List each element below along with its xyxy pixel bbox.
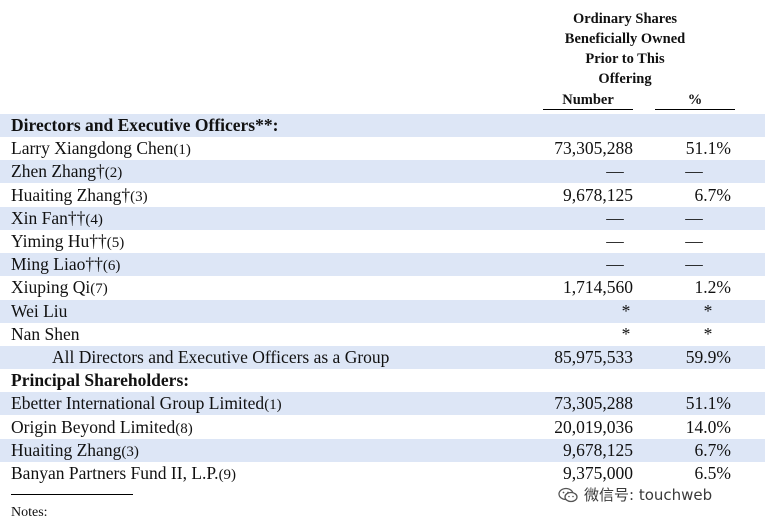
holder-name: Principal Shareholders: [11, 369, 189, 392]
shares-percent: — [685, 207, 703, 228]
shares-number: 1,714,560 [563, 277, 633, 298]
shares-percent: — [685, 231, 703, 251]
table-row: Xiuping Qi(7) 1,714,560 1.2% [0, 276, 765, 299]
footnote-ref: (6) [102, 258, 121, 275]
shares-number: 9,678,125 [563, 439, 633, 460]
shares-number: — [606, 254, 624, 275]
watermark-text: 微信号: touchweb [584, 486, 713, 504]
shares-percent: 6.7% [694, 184, 731, 205]
holder-name-text: Xiuping Qi [11, 277, 91, 298]
footnote-ref: (5) [106, 235, 125, 251]
footnote-ref: (3) [121, 443, 139, 460]
table-row: Ebetter International Group Limited(1) 73… [0, 392, 765, 417]
holder-name: Larry Xiangdong Chen(1) [11, 137, 191, 162]
table-row: Origin Beyond Limited(8) 20,019,036 14.0% [0, 416, 765, 439]
shares-number: — [606, 207, 624, 228]
footnote-ref: (1) [173, 142, 191, 159]
holder-name-text: Zhen Zhang† [11, 161, 105, 182]
notes-label: Notes: [11, 505, 48, 520]
holder-name-text: Xin Fan†† [11, 207, 86, 228]
shares-number: 73,305,288 [554, 138, 633, 159]
holder-name-text: Yiming Hu†† [11, 231, 107, 251]
holder-name-text: Huaiting Zhang [11, 439, 122, 460]
footnote-ref: (1) [264, 397, 282, 414]
table-row: Huaiting Zhang†(3) 9,678,125 6.7% [0, 184, 765, 207]
shares-percent: 51.1% [685, 393, 731, 414]
footnote-ref: (7) [90, 281, 108, 298]
footnote-ref: (4) [85, 211, 103, 228]
shares-number: 73,305,288 [554, 393, 633, 414]
holder-name-text: Origin Beyond Limited [11, 416, 176, 437]
shares-percent: 14.0% [685, 416, 731, 437]
shares-number: 85,975,533 [554, 347, 633, 367]
holder-name: Xin Fan††(4) [11, 207, 103, 232]
table-row: Larry Xiangdong Chen(1) 73,305,288 51.1% [0, 137, 765, 160]
shares-number: — [606, 231, 624, 251]
table-row: All Directors and Executive Officers as … [0, 346, 765, 369]
section-header-row: Principal Shareholders: [0, 369, 765, 392]
header-line: Ordinary Shares [572, 11, 678, 27]
table-row: Ming Liao††(6) — — [0, 253, 765, 278]
shares-percent: 6.5% [694, 463, 731, 483]
shares-percent: 59.9% [685, 347, 731, 367]
holder-name: Xiuping Qi(7) [11, 276, 108, 301]
shares-percent: — [685, 161, 703, 182]
holder-name-text: Principal Shareholders: [11, 370, 190, 391]
shares-percent: * [703, 300, 713, 321]
shares-percent: 6.7% [694, 439, 731, 460]
holder-name-text: Nan Shen [11, 323, 80, 344]
notes-divider [11, 494, 133, 495]
holder-name: All Directors and Executive Officers as … [52, 346, 389, 369]
shares-percent: — [685, 254, 703, 275]
holder-name: Ebetter International Group Limited(1) [11, 392, 282, 417]
footnote-ref: (8) [175, 420, 193, 437]
holder-name: Directors and Executive Officers**: [11, 114, 278, 137]
holder-name: Huaiting Zhang(3) [11, 439, 139, 464]
holder-name: Huaiting Zhang†(3) [11, 184, 148, 209]
shares-number: 9,678,125 [563, 184, 633, 205]
wechat-icon [558, 487, 578, 502]
holder-name-text: Wei Liu [11, 300, 68, 321]
footnote-ref: (9) [218, 467, 237, 483]
holder-name-text: All Directors and Executive Officers as … [52, 347, 390, 367]
header-line: Beneficially Owned [564, 31, 686, 47]
shares-number: * [621, 300, 631, 321]
column-header-percent: % [655, 91, 735, 110]
watermark: 微信号: touchweb [558, 484, 712, 505]
holder-name: Yiming Hu††(5) [11, 230, 124, 255]
holder-name: Banyan Partners Fund II, L.P.(9) [11, 462, 236, 487]
shares-percent: 51.1% [685, 138, 731, 159]
holder-name-text: Ming Liao†† [11, 254, 103, 275]
holder-name-text: Huaiting Zhang† [11, 184, 131, 205]
table-row: Nan Shen * * [0, 323, 765, 346]
holder-name-text: Directors and Executive Officers**: [11, 115, 279, 135]
shares-number: * [621, 323, 631, 344]
shares-percent: * [703, 323, 713, 344]
footnote-ref: (2) [104, 165, 123, 182]
column-group-header: Ordinary Shares Beneficially Owned Prior… [540, 9, 710, 89]
table-row: Wei Liu * * [0, 299, 765, 323]
table-row: Zhen Zhang†(2) — — [0, 160, 765, 185]
header-line: Offering [598, 71, 652, 87]
shares-number: — [606, 161, 624, 182]
table-row: Huaiting Zhang(3) 9,678,125 6.7% [0, 438, 765, 464]
holder-name-text: Ebetter International Group Limited [11, 393, 265, 414]
holder-name: Zhen Zhang†(2) [11, 160, 122, 185]
holder-name: Ming Liao††(6) [11, 253, 120, 278]
table-row: Banyan Partners Fund II, L.P.(9) 9,375,00… [0, 462, 765, 485]
holder-name: Nan Shen [11, 323, 80, 346]
shares-percent: 1.2% [694, 277, 731, 298]
section-header-row: Directors and Executive Officers**: [0, 114, 765, 137]
column-header-number: Number [543, 91, 633, 110]
shares-number: 20,019,036 [554, 416, 633, 437]
table-row: Yiming Hu††(5) — — [0, 230, 765, 253]
holder-name: Wei Liu [11, 300, 67, 323]
holder-name-text: Larry Xiangdong Chen [11, 138, 174, 159]
table-row: Xin Fan††(4) — — [0, 206, 765, 232]
holder-name-text: Banyan Partners Fund II, L.P. [11, 463, 219, 483]
footnote-ref: (3) [130, 188, 148, 205]
holder-name: Origin Beyond Limited(8) [11, 416, 193, 441]
header-line: Prior to This [585, 51, 665, 67]
shares-number: 9,375,000 [563, 463, 633, 483]
